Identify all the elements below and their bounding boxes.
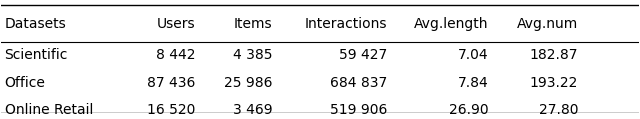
Text: Interactions: Interactions: [305, 17, 387, 31]
Text: 25 986: 25 986: [224, 76, 272, 90]
Text: Avg.num: Avg.num: [517, 17, 578, 31]
Text: 59 427: 59 427: [339, 48, 387, 62]
Text: Office: Office: [4, 76, 45, 90]
Text: 8 442: 8 442: [156, 48, 196, 62]
Text: Online Retail: Online Retail: [4, 103, 93, 117]
Text: 193.22: 193.22: [530, 76, 578, 90]
Text: 4 385: 4 385: [233, 48, 272, 62]
Text: 684 837: 684 837: [330, 76, 387, 90]
Text: 3 469: 3 469: [232, 103, 272, 117]
Text: Users: Users: [157, 17, 196, 31]
Text: 26.90: 26.90: [449, 103, 489, 117]
Text: Scientific: Scientific: [4, 48, 68, 62]
Text: 87 436: 87 436: [147, 76, 196, 90]
Text: Items: Items: [234, 17, 272, 31]
Text: 7.84: 7.84: [458, 76, 489, 90]
Text: 27.80: 27.80: [539, 103, 578, 117]
Text: 7.04: 7.04: [458, 48, 489, 62]
Text: Avg.length: Avg.length: [414, 17, 489, 31]
Text: Datasets: Datasets: [4, 17, 67, 31]
Text: 519 906: 519 906: [330, 103, 387, 117]
Text: 182.87: 182.87: [529, 48, 578, 62]
Text: 16 520: 16 520: [147, 103, 196, 117]
